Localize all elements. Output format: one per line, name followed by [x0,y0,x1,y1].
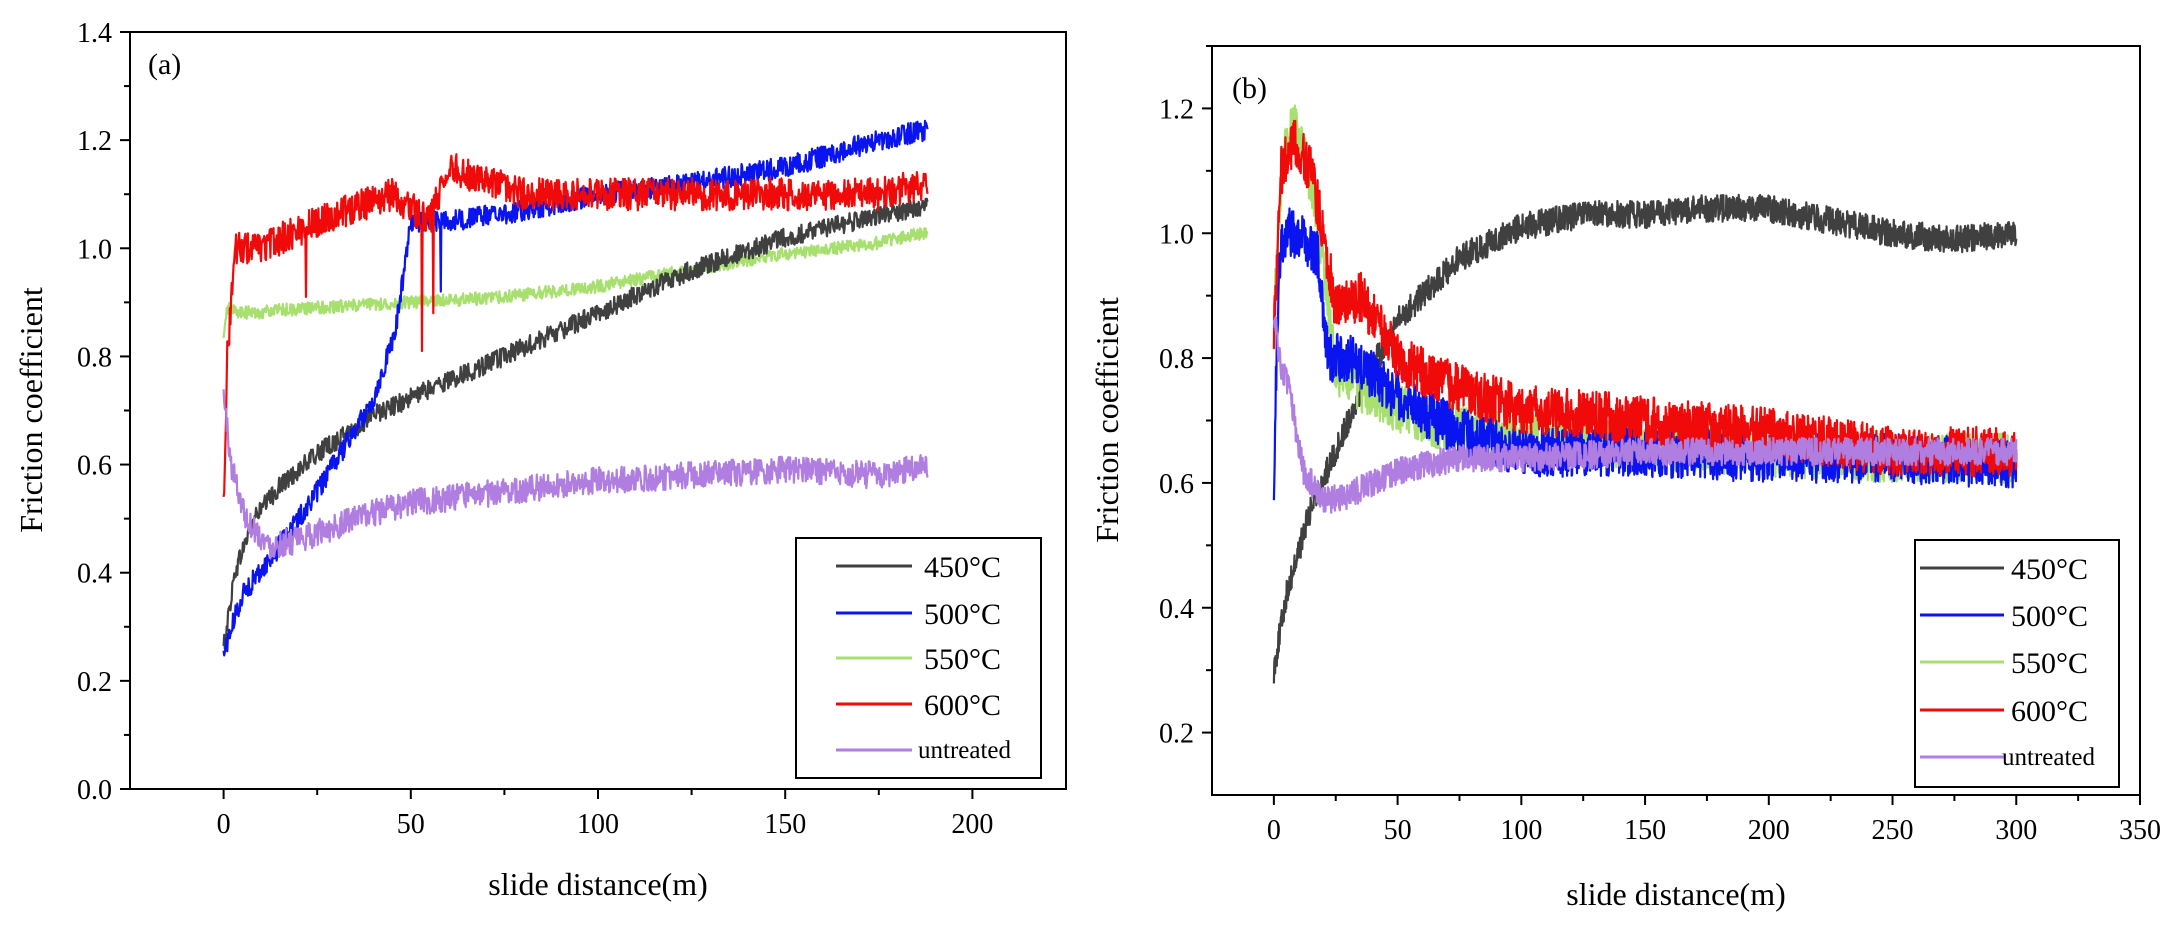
chart-a-x-tick-label: 100 [577,809,619,840]
chart-b-y-tick-label: 0.2 [1159,719,1194,750]
chart-b-y-tick-label: 1.0 [1159,219,1194,250]
chart-b-legend: 450°C 500°C 550°C 600°C untreated [1914,539,2120,788]
chart-a-series-450 [222,197,929,650]
chart-b-y-tick-label: 1.2 [1159,94,1194,125]
chart-b-x-axis: 0 50 100 150 200 250 300 350 [1267,795,2161,846]
chart-b-legend-label-500: 500°C [2011,600,2088,633]
chart-b-x-tick-label: 150 [1624,815,1666,846]
chart-a-series-550 [222,227,929,339]
chart-b-x-tick-label: 250 [1872,815,1914,846]
chart-b: 0 50 100 150 200 250 300 350 0.2 0.4 0.6 0.8 1.0 1.2… [1089,45,2161,912]
chart-a-y-axis-title: Friction coefficient [13,287,49,533]
chart-a-series-500 [222,119,929,657]
chart-a-legend-label-550: 550°C [924,643,1001,676]
chart-b-x-tick-label: 350 [2119,815,2161,846]
chart-a-y-tick-label: 1.2 [77,126,112,157]
chart-b-legend-label-600: 600°C [2011,695,2088,728]
chart-a-x-tick-label: 150 [764,809,806,840]
chart-a-y-tick-label: 0.8 [77,342,112,373]
chart-b-legend-label-550: 550°C [2011,647,2088,680]
chart-a-series-group [222,119,929,657]
chart-b-x-tick-label: 300 [1995,815,2037,846]
chart-b-x-tick-label: 100 [1500,815,1542,846]
chart-b-x-tick-label: 50 [1384,815,1412,846]
chart-a-x-tick-label: 50 [397,809,425,840]
chart-a-y-tick-label: 0.0 [77,775,112,806]
chart-b-series-600 [1272,119,2018,478]
chart-b-y-tick-label: 0.8 [1159,344,1194,375]
chart-a-series-600 [222,153,929,498]
chart-a-legend: 450°C 500°C 550°C 600°C untreated [795,537,1042,779]
chart-a-y-tick-label: 0.2 [77,667,112,698]
chart-a-legend-label-450: 450°C [924,551,1001,584]
chart-b-y-axis: 0.2 0.4 0.6 0.8 1.0 1.2 [1159,45,1212,750]
chart-a-x-tick-label: 200 [951,809,993,840]
chart-a-y-tick-label: 0.4 [77,559,112,590]
chart-a-legend-label-500: 500°C [924,598,1001,631]
chart-b-series-group [1272,104,2018,684]
chart-b-panel-label: (b) [1232,72,1267,105]
chart-b-x-tick-label: 0 [1267,815,1281,846]
chart-a-y-axis: 0.0 0.2 0.4 0.6 0.8 1.0 1.2 1.4 [77,18,130,806]
chart-a-y-tick-label: 1.0 [77,234,112,265]
chart-b-legend-label-450: 450°C [2011,553,2088,586]
chart-a: 0 50 100 150 200 0.0 0.2 0.4 0.6 0.8 1.0 1.2 1.4 (a… [13,18,1067,902]
chart-b-series-450 [1272,193,2018,684]
chart-a-x-tick-label: 0 [217,809,231,840]
chart-b-y-axis-title: Friction coefficient [1089,297,1125,543]
chart-a-legend-label-untreated: untreated [918,737,1012,764]
chart-a-y-tick-label: 0.6 [77,451,112,482]
chart-a-x-axis: 0 50 100 150 200 [217,789,993,840]
chart-a-series-untreated [222,389,929,560]
chart-b-series-untreated [1272,316,2018,514]
chart-a-panel-label: (a) [148,48,181,81]
chart-a-x-axis-title: slide distance(m) [488,866,707,902]
chart-b-y-tick-label: 0.6 [1159,469,1194,500]
chart-a-y-tick-label: 1.4 [77,18,112,49]
chart-b-x-axis-title: slide distance(m) [1566,876,1785,912]
chart-b-legend-label-untreated: untreated [2002,744,2096,771]
chart-b-y-tick-label: 0.4 [1159,594,1194,625]
chart-b-x-tick-label: 200 [1748,815,1790,846]
chart-a-legend-label-600: 600°C [924,689,1001,722]
